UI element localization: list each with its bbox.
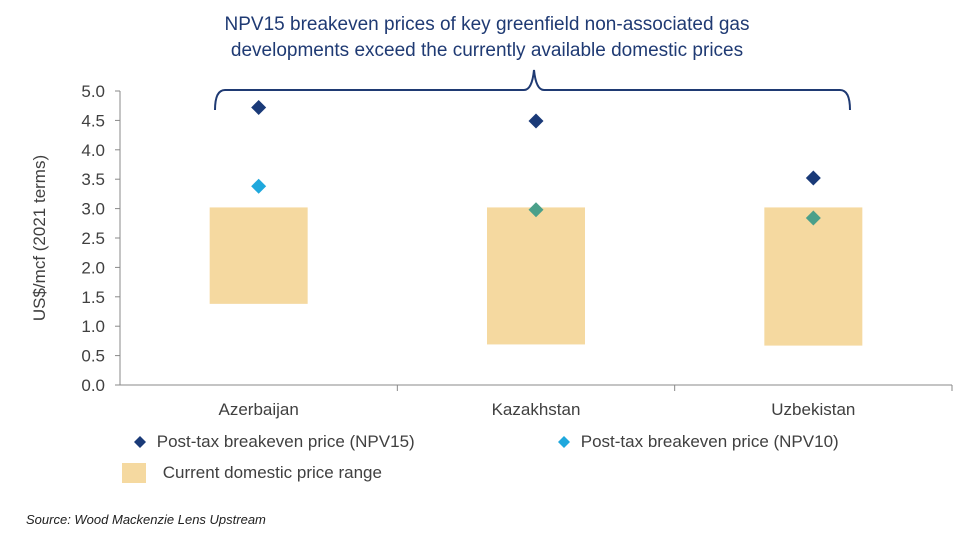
range-bar-uzbekistan [764,207,863,346]
title-bracket [214,69,851,111]
y-axis-label: US$/mcf (2021 terms) [30,154,50,322]
chart-title-line-2: developments exceed the currently availa… [230,40,744,61]
legend-label-npv10: Post-tax breakeven price (NPV10) [580,431,839,451]
y-tick-label: 5.0 [81,82,105,101]
y-tick-label: 0.5 [81,347,105,366]
marker-npv15-kazakhstan [528,113,544,129]
legend-item-range: Current domestic price range [122,462,382,483]
marker-npv15-uzbekistan [805,170,821,186]
y-tick-label: 3.5 [81,170,105,189]
legend-marker-npv15 [134,435,146,448]
range-bar-azerbaijan [209,207,308,304]
x-tick-label-kazakhstan: Kazakhstan [492,400,581,419]
y-tick-label: 3.0 [81,200,105,219]
legend-label-npv15: Post-tax breakeven price (NPV15) [156,431,415,451]
marker-npv15-azerbaijan [251,99,267,115]
source-note: Source: Wood Mackenzie Lens Upstream [26,512,266,527]
y-tick-label: 1.0 [81,317,105,336]
y-tick-label: 2.5 [81,229,105,248]
y-tick-label: 4.0 [81,141,105,160]
chart-title-line-1: NPV15 breakeven prices of key greenfield… [224,14,750,35]
marker-npv10-uzbekistan [805,210,821,226]
marker-npv10-kazakhstan [528,202,544,218]
x-tick-label-azerbaijan: Azerbaijan [219,400,299,419]
range-bar-kazakhstan [487,207,585,345]
y-tick-label: 2.0 [81,258,105,277]
marker-npv10-azerbaijan [251,178,267,194]
legend-item-npv15: Post-tax breakeven price (NPV15) [132,431,415,452]
y-tick-label: 0.0 [81,376,105,395]
legend-label-range: Current domestic price range [162,462,382,482]
y-tick-label: 1.5 [81,288,105,307]
legend-swatch-range [122,462,146,483]
legend-marker-npv10 [558,435,570,448]
y-tick-label: 4.5 [81,111,105,130]
legend-item-npv10: Post-tax breakeven price (NPV10) [556,431,839,452]
x-tick-label-uzbekistan: Uzbekistan [771,400,855,419]
